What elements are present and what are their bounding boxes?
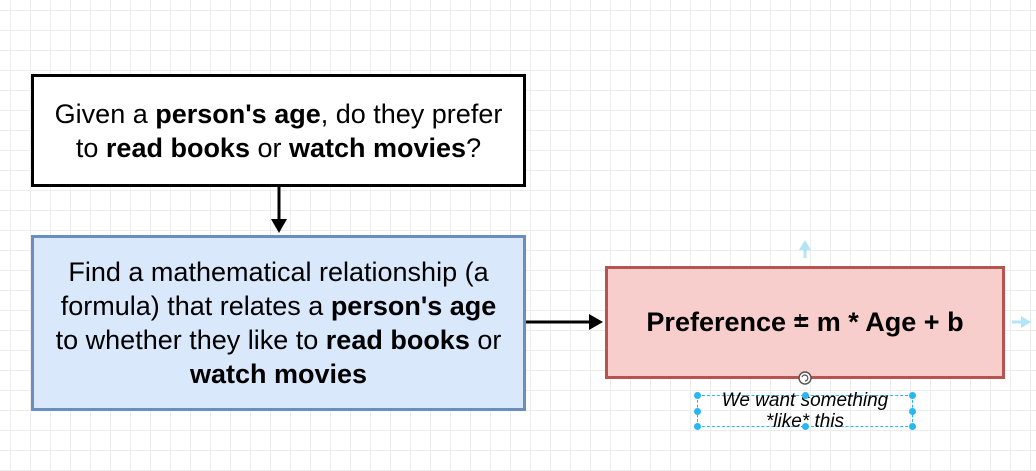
annotation-text: We want something *like* this [721,390,889,432]
move-cursor-icon [794,314,806,326]
formula-box[interactable]: Preference = m * Age + b [605,266,1005,379]
arrow-question-to-goal[interactable] [271,187,287,233]
resize-handle-icon[interactable] [694,408,701,415]
resize-handle-icon[interactable] [909,423,916,430]
goal-box[interactable]: Find a mathematical relationship (a form… [31,235,526,411]
annotation-note[interactable]: We want something *like* this [694,390,916,432]
resize-handle-icon[interactable] [694,423,701,430]
resize-handle-icon[interactable] [909,408,916,415]
arrow-goal-to-formula[interactable] [526,314,603,330]
hover-arrow-right-icon[interactable] [1012,316,1031,328]
resize-handle-icon[interactable] [909,392,916,399]
hover-arrow-up-icon[interactable] [799,240,811,258]
resize-handle-icon[interactable] [802,423,809,430]
rotate-handle-icon[interactable] [798,371,812,385]
question-box[interactable]: Given a person's age, do they prefer to … [31,74,526,187]
goal-text: Find a mathematical relationship (a form… [55,257,502,389]
resize-handle-icon[interactable] [694,392,701,399]
question-text: Given a person's age, do they prefer to … [54,98,503,163]
formula-text: Preference = m * Age + b [646,307,964,337]
resize-handle-icon[interactable] [802,392,809,399]
